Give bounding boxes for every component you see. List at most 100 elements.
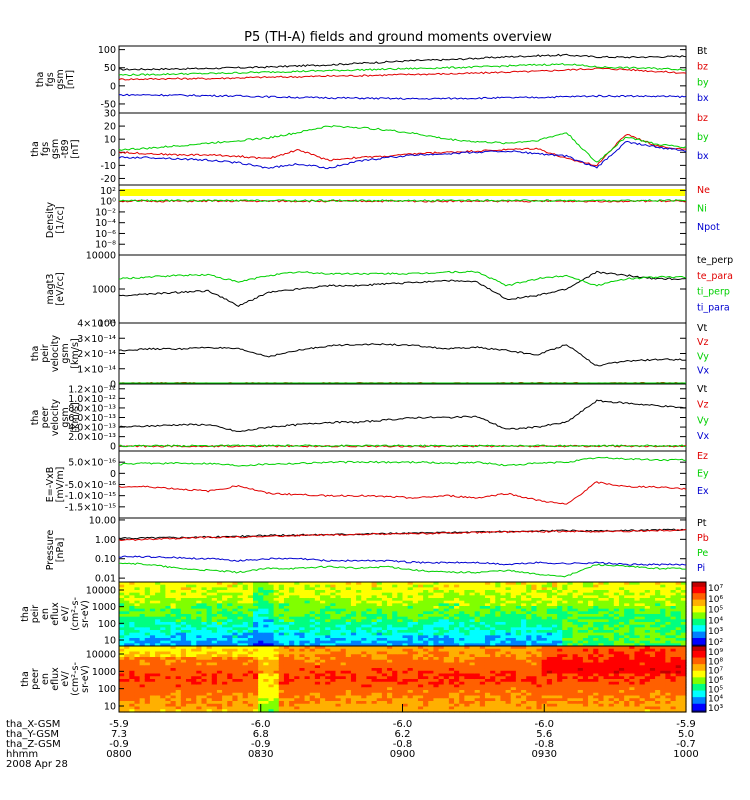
heatmap-cell [412,662,419,666]
heatmap-cell [309,662,316,666]
heatmap-cell [582,635,589,639]
heatmap-cell [232,648,239,653]
heatmap-cell [464,616,471,620]
heatmap-cell [423,673,429,677]
heatmap-cell [345,662,352,666]
heatmap-cell [144,654,151,658]
heatmap-cell [474,659,481,664]
heatmap-cell [397,651,404,655]
heatmap-cell [613,608,620,612]
heatmap-cell [160,587,166,591]
heatmap-cell [490,681,496,686]
heatmap-cell [459,627,465,631]
heatmap-cell [356,665,362,669]
heatmap-cell [438,695,445,699]
heatmap-cell [474,706,481,710]
y-axis-label: E=-VxB [45,467,56,502]
heatmap-cell [433,681,440,686]
heatmap-cell [273,654,280,658]
heatmap-cell [289,646,295,650]
heatmap-cell [309,679,316,683]
heatmap-cell [350,635,357,639]
series-line-Ez [118,481,687,505]
heatmap-cell [361,619,368,623]
heatmap-cell [186,684,192,688]
heatmap-cell [454,624,460,628]
heatmap-cell [407,582,414,586]
heatmap-cell [464,684,471,688]
heatmap-cell [438,687,445,691]
heatmap-cell [124,630,130,634]
heatmap-cell [294,646,301,650]
heatmap-cell [345,598,352,602]
heatmap-cell [258,627,264,631]
heatmap-cell [335,651,342,655]
heatmap-cell [423,657,429,661]
heatmap-cell [649,619,656,623]
heatmap-cell [536,665,543,669]
heatmap-cell [304,622,311,626]
heatmap-cell [572,587,579,591]
heatmap-cell [407,632,414,636]
heatmap-cell [232,706,239,710]
heatmap-cell [160,611,166,615]
heatmap-cell [309,657,316,661]
heatmap-cell [129,668,136,672]
heatmap-cell [680,598,687,602]
heatmap-cell [175,643,182,647]
heatmap-cell [222,648,228,653]
heatmap-cell [191,681,197,686]
heatmap-cell [366,603,373,607]
heatmap-cell [567,643,574,647]
heatmap-cell [258,676,264,680]
heatmap-cell [222,684,228,688]
heatmap-cell [634,608,641,612]
heatmap-cell [526,624,532,628]
heatmap-cell [479,632,486,636]
heatmap-cell [216,706,223,710]
heatmap-cell [227,684,233,688]
heatmap-cell [263,619,270,623]
heatmap-cell [134,627,141,631]
heatmap-cell [490,638,496,642]
heatmap-cell [495,622,502,626]
heatmap-cell [423,698,429,702]
heatmap-cell [443,648,450,653]
heatmap-cell [557,632,563,636]
heatmap-cell [289,627,295,631]
heatmap-cell [268,670,275,675]
heatmap-cell [546,673,553,677]
heatmap-cell [314,624,321,628]
heatmap-cell [557,684,563,688]
heatmap-cell [222,590,228,594]
heatmap-cell [314,590,321,594]
heatmap-cell [629,635,636,639]
heatmap-cell [454,654,460,658]
heatmap-cell [459,624,465,628]
heatmap-cell [304,600,311,604]
heatmap-cell [660,608,666,612]
heatmap-cell [320,584,326,588]
heatmap-cell [258,600,264,604]
heatmap-cell [392,651,398,655]
heatmap-cell [634,638,641,642]
heatmap-cell [515,608,522,612]
heatmap-cell [644,638,651,642]
heatmap-cell [490,665,496,669]
heatmap-cell [325,679,331,683]
heatmap-cell [304,706,311,710]
heatmap-cell [381,659,388,664]
heatmap-cell [129,695,136,699]
heatmap-cell [119,690,125,694]
heatmap-cell [613,622,620,626]
heatmap-cell [510,611,517,615]
heatmap-cell [536,598,543,602]
heatmap-cell [670,622,677,626]
heatmap-cell [634,632,641,636]
heatmap-cell [448,643,455,647]
heatmap-cell [536,622,543,626]
heatmap-cell [273,595,280,599]
heatmap-cell [521,709,527,713]
heatmap-cell [242,598,249,602]
heatmap-cell [510,587,517,591]
